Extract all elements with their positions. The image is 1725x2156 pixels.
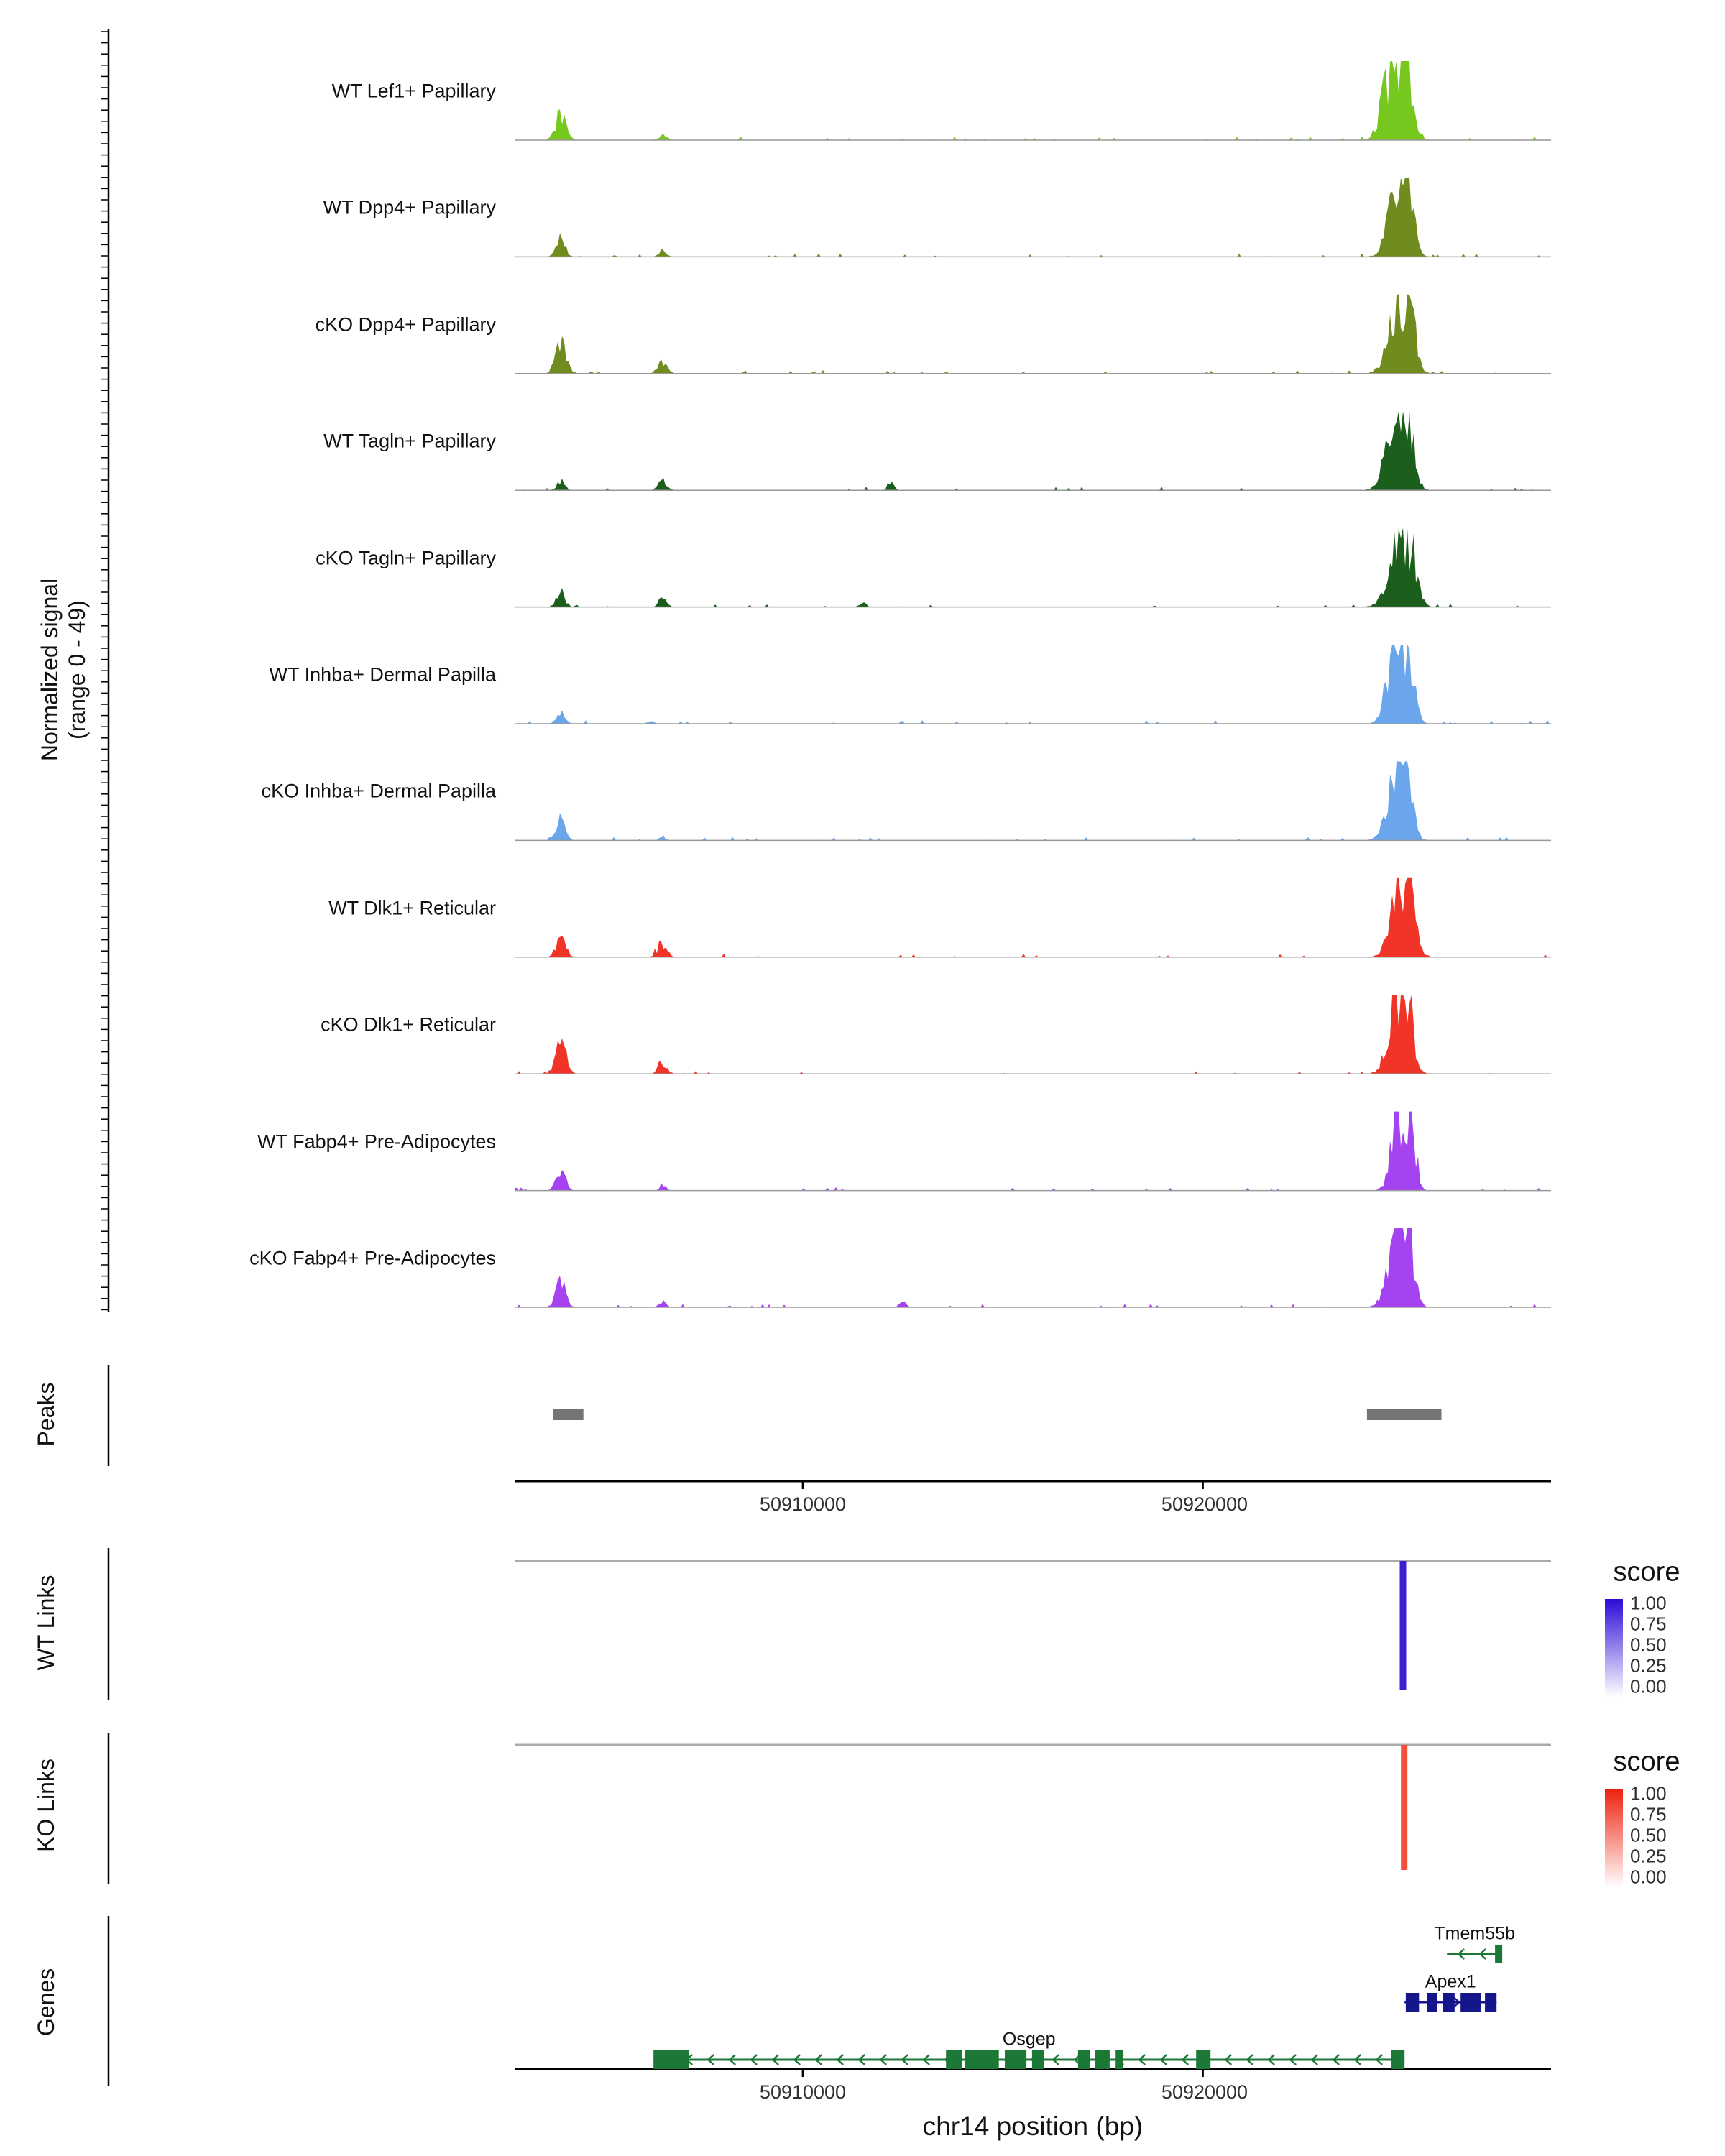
track-label-6: cKO Inhba+ Dermal Papilla: [261, 780, 496, 802]
gene-strand-arrow-Osgep: [1138, 2054, 1146, 2065]
wt-score-legend-title: score: [1613, 1557, 1680, 1588]
track-label-9: WT Fabp4+ Pre-Adipocytes: [257, 1130, 496, 1153]
gene-exon-Apex1-1: [1427, 1993, 1438, 2012]
signal-area-track-10: [515, 1228, 1551, 1307]
gene-strand-arrow-Osgep: [836, 2054, 844, 2065]
signal-area-track-4: [515, 528, 1551, 607]
gene-strand-arrow-Osgep: [857, 2054, 865, 2065]
gene-strand-arrow-Osgep: [1310, 2054, 1318, 2065]
gene-strand-arrow-Apex1: [1453, 1996, 1461, 2008]
signal-area-track-1: [515, 178, 1551, 257]
gene-exon-Tmem55b-0: [1495, 1945, 1503, 1963]
ylabel-genes: Genes: [33, 1968, 59, 2037]
wt-link-bar: [1399, 1561, 1407, 1690]
gene-strand-arrow-Osgep: [1267, 2054, 1275, 2065]
gene-strand-arrow-Osgep: [1246, 2054, 1254, 2065]
ko-score-legend-title: score: [1613, 1746, 1680, 1777]
gene-exon-Apex1-4: [1485, 1993, 1497, 2012]
gene-exon-Osgep-6: [1095, 2050, 1110, 2069]
signal-area-track-5: [515, 645, 1551, 724]
signal-area-track-6: [515, 761, 1551, 841]
legend-ticks-ko-label-0: 1.00: [1630, 1782, 1667, 1805]
gene-strand-arrow-Osgep: [1159, 2054, 1167, 2065]
signal-area-track-0: [515, 61, 1551, 140]
gene-exon-Apex1-0: [1405, 1993, 1420, 2012]
peak-interval-0: [553, 1409, 584, 1420]
gene-strand-arrow-Osgep: [879, 2054, 887, 2065]
gene-exon-Osgep-1: [946, 2050, 962, 2069]
track-label-5: WT Inhba+ Dermal Papilla: [269, 663, 496, 686]
ko-score-gradient-bar: [1605, 1789, 1623, 1887]
signal-area-track-9: [515, 1111, 1551, 1191]
track-label-1: WT Dpp4+ Papillary: [323, 196, 496, 218]
signal-area-track-8: [515, 995, 1551, 1074]
legend-ticks-wt-label-4: 0.00: [1630, 1675, 1667, 1697]
axis1-tick-left: 50910000: [759, 1493, 847, 1515]
ko-link-bar: [1401, 1745, 1408, 1870]
peak-interval-1: [1366, 1409, 1442, 1420]
gene-strand-arrow-Osgep: [1375, 2054, 1383, 2065]
track-label-0: WT Lef1+ Papillary: [331, 80, 496, 102]
legend-ticks-ko-label-4: 0.00: [1630, 1866, 1667, 1888]
legend-ticks-wt-label-1: 0.75: [1630, 1613, 1667, 1635]
gene-label-Tmem55b: Tmem55b: [1434, 1923, 1515, 1944]
gene-strand-arrow-Tmem55b: [1478, 1948, 1487, 1960]
gene-strand-arrow-Osgep: [814, 2054, 822, 2065]
ylabel-wt-links: WT Links: [33, 1575, 59, 1671]
gene-strand-arrow-Osgep: [728, 2054, 736, 2065]
track-label-8: cKO Dlk1+ Reticular: [321, 1013, 496, 1036]
gene-strand-arrow-Osgep: [901, 2054, 908, 2065]
track-label-4: cKO Tagln+ Papillary: [316, 547, 496, 569]
gene-label-Apex1: Apex1: [1425, 1971, 1476, 1992]
gene-exon-Apex1-2: [1443, 1993, 1455, 2012]
legend-ticks-wt-label-0: 1.00: [1630, 1592, 1667, 1614]
gene-strand-arrow-Osgep: [771, 2054, 779, 2065]
ylabel-peaks: Peaks: [33, 1382, 59, 1447]
gene-strand-arrow-Osgep: [750, 2054, 758, 2065]
ylabel-ko-links: KO Links: [33, 1759, 59, 1852]
signal-area-track-3: [515, 411, 1551, 491]
gene-strand-arrow-Osgep: [1332, 2054, 1340, 2065]
gene-strand-arrow-Osgep: [707, 2054, 714, 2065]
x-axis-title: chr14 position (bp): [922, 2111, 1144, 2141]
axis2-tick-right: 50920000: [1161, 2081, 1248, 2103]
signal-area-track-2: [515, 294, 1551, 374]
gene-exon-Osgep-5: [1077, 2050, 1090, 2069]
gene-strand-arrow-Osgep: [1052, 2054, 1059, 2065]
track-label-7: WT Dlk1+ Reticular: [328, 897, 496, 919]
gene-strand-arrow-Osgep: [922, 2054, 930, 2065]
legend-ticks-ko-label-1: 0.75: [1630, 1803, 1667, 1825]
ylabel-normalized-signal: Normalized signal (range 0 - 49): [37, 578, 90, 762]
track-label-10: cKO Fabp4+ Pre-Adipocytes: [249, 1247, 496, 1269]
legend-ticks-ko-label-2: 0.50: [1630, 1824, 1667, 1846]
track-label-2: cKO Dpp4+ Papillary: [315, 313, 496, 336]
gene-label-Osgep: Osgep: [1002, 2029, 1056, 2050]
gene-strand-arrow-Osgep: [1224, 2054, 1232, 2065]
gene-exon-Osgep-4: [1031, 2050, 1044, 2069]
track-label-3: WT Tagln+ Papillary: [323, 430, 496, 452]
gene-exon-Osgep-8: [1196, 2050, 1211, 2069]
legend-ticks-ko-label-3: 0.25: [1630, 1845, 1667, 1867]
gene-strand-arrow-Tmem55b: [1457, 1948, 1466, 1960]
gene-exon-Osgep-0: [653, 2050, 689, 2069]
gene-exon-Osgep-9: [1391, 2050, 1405, 2069]
gene-strand-arrow-Osgep: [1289, 2054, 1297, 2065]
axis1-tick-right: 50920000: [1161, 1493, 1248, 1515]
legend-ticks-wt-label-2: 0.50: [1630, 1634, 1667, 1656]
signal-area-track-7: [515, 877, 1551, 957]
legend-ticks-wt-label-3: 0.25: [1630, 1654, 1667, 1677]
gene-strand-arrow-Osgep: [1353, 2054, 1361, 2065]
axis2-tick-left: 50910000: [759, 2081, 847, 2103]
wt-score-gradient-bar: [1605, 1599, 1623, 1697]
gene-exon-Osgep-7: [1116, 2050, 1123, 2069]
gene-strand-arrow-Osgep: [1181, 2054, 1189, 2065]
gene-exon-Osgep-2: [965, 2050, 999, 2069]
gene-strand-arrow-Osgep: [793, 2054, 801, 2065]
gene-exon-Osgep-3: [1005, 2050, 1027, 2069]
gene-exon-Apex1-3: [1460, 1993, 1481, 2012]
